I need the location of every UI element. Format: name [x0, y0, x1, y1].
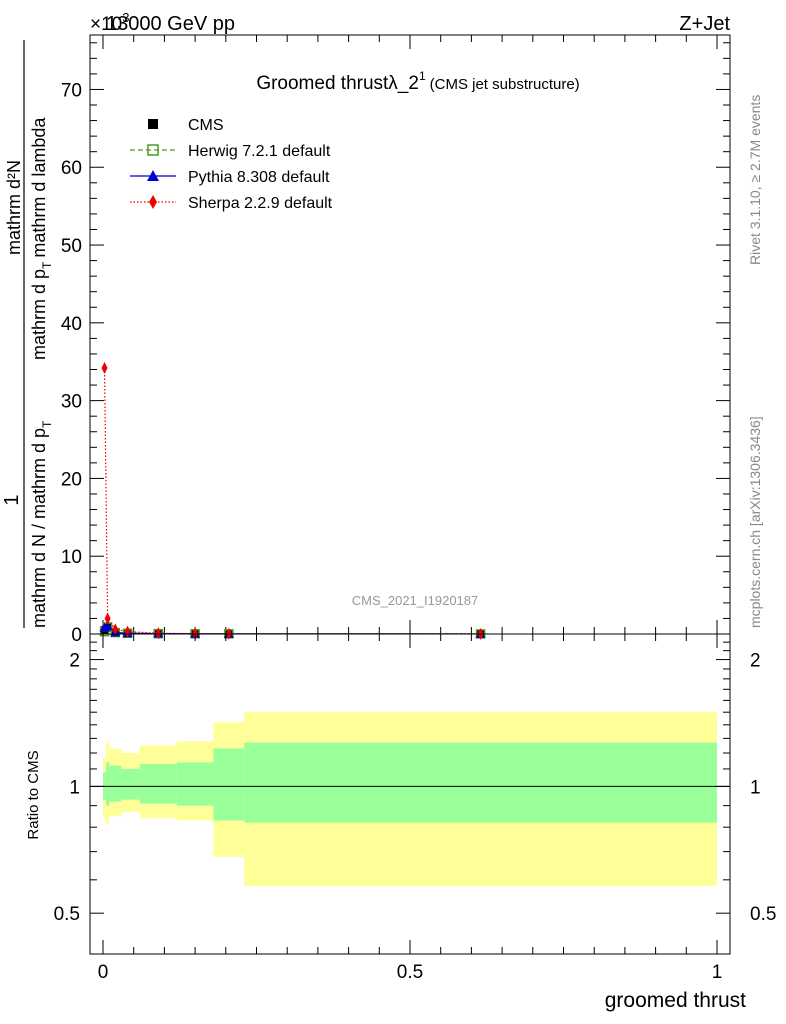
ylabel-denominator: mathrm d N / mathrm d pT — [29, 420, 54, 628]
watermark: CMS_2021_I1920187 — [352, 593, 479, 608]
legend-label: Pythia 8.308 default — [188, 169, 330, 186]
legend-marker — [149, 195, 157, 209]
ylabel-numerator: mathrm d²N — [4, 160, 24, 255]
main-y-tick-label: 20 — [61, 469, 82, 490]
main-x-ticks — [102, 35, 718, 634]
ratio-y-tick-label-right: 0.5 — [750, 904, 776, 925]
data-point — [104, 612, 111, 625]
mcplots-label: mcplots.cern.ch [arXiv:1306.3436] — [747, 416, 763, 628]
ratio-y-tick-label-right: 1 — [750, 777, 761, 798]
ratio-y-ticks: 0.5 0.5 1 1 2 2 — [54, 641, 776, 925]
data-point — [155, 627, 162, 640]
legend: CMS Herwig 7.2.1 default Pythia 8.308 defa… — [130, 117, 333, 212]
ratio-ylabel: Ratio to CMS — [25, 750, 42, 839]
main-y-tick-label: 60 — [61, 158, 82, 179]
ratio-band-inner — [213, 748, 245, 821]
ratio-band-inner — [139, 764, 177, 804]
main-y-tick-label: 40 — [61, 314, 82, 335]
ratio-x-tick-label: 0.5 — [397, 962, 423, 983]
legend-marker — [147, 144, 159, 156]
ratio-band-inner — [106, 762, 110, 806]
ratio-x-ticks: 0 0.5 1 — [98, 634, 723, 983]
exponent-label: ×103 — [90, 10, 129, 35]
main-y-tick-label: 10 — [61, 547, 82, 568]
rivet-label: Rivet 3.1.10, ≥ 2.7M events — [747, 95, 763, 265]
ratio-x-tick-label: 0 — [98, 962, 109, 983]
main-y-tick-label: 0 — [71, 625, 82, 646]
energy-label: 13000 GeV pp — [106, 13, 235, 35]
ratio-band-inner — [109, 765, 122, 802]
main-y-tick-label: 70 — [61, 80, 82, 101]
ratio-xlabel: groomed thrust — [605, 989, 746, 1012]
ratio-y-tick-label: 0.5 — [54, 904, 80, 925]
legend-marker — [148, 119, 158, 129]
main-y-tick-label: 30 — [61, 392, 82, 413]
ratio-x-tick-label: 1 — [712, 962, 723, 983]
plot-title: Groomed thrustλ_21 (CMS jet substructure) — [256, 69, 579, 94]
main-ylabel: 1 mathrm d N / mathrm d pT mathrm d²N ma… — [1, 40, 54, 628]
ratio-band-inner — [176, 762, 214, 806]
main-y-ticks: 0 10 20 30 40 50 60 70 — [61, 42, 730, 646]
ylabel-numerator-sub: mathrm d pTmathrm d lambda — [29, 117, 54, 360]
legend-label: CMS — [188, 117, 224, 134]
ratio-band-inner — [244, 742, 717, 823]
data-point — [124, 625, 131, 638]
ratio-y-tick-label-right: 2 — [750, 651, 761, 672]
ratio-panel: 0.5 0.51 12 2 0 0.5 1 Ratio to CMS groomed th… — [25, 633, 776, 1012]
legend-marker — [147, 170, 159, 181]
ratio-band-inner — [121, 768, 140, 800]
data-point — [102, 621, 113, 631]
main-frame — [89, 34, 731, 635]
legend-label: Herwig 7.2.1 default — [188, 143, 331, 160]
main-y-tick-label: 50 — [61, 236, 82, 257]
data-point — [101, 361, 108, 374]
main-panel: 0 10 20 30 40 50 60 70 CMS_2021_I1920187 Groome… — [61, 34, 731, 646]
legend-label: Sherpa 2.2.9 default — [188, 195, 333, 212]
ratio-y-tick-label: 1 — [69, 777, 80, 798]
ylabel-one: 1 — [1, 494, 23, 505]
data-point — [112, 623, 119, 636]
process-label: Z+Jet — [679, 13, 730, 35]
ratio-bands — [103, 712, 717, 887]
ratio-y-tick-label: 2 — [69, 651, 80, 672]
